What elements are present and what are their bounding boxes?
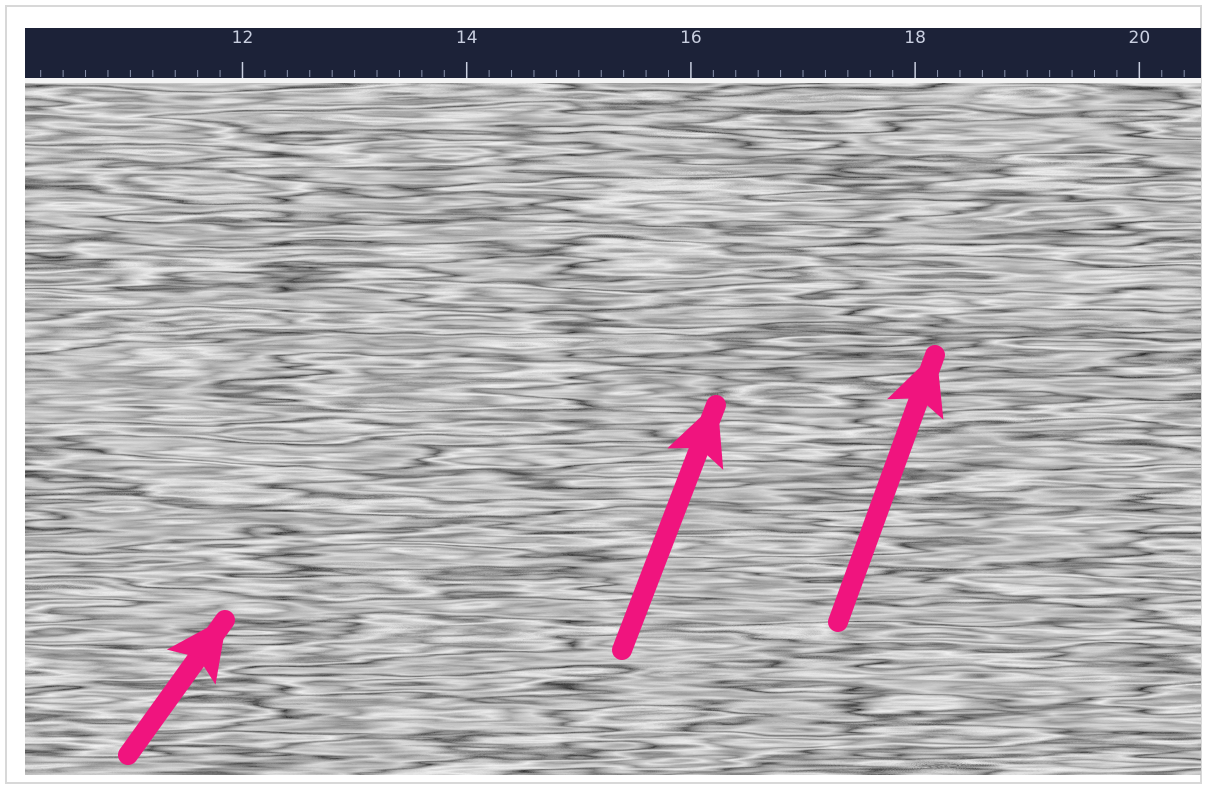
screenshot: 12 14 16 18 20 (0, 0, 1207, 789)
page: {"ruler": {"xlim": [10.06, 20.55], "tick… (0, 0, 1207, 789)
ruler (25, 28, 1201, 78)
tick-label: 14 (456, 28, 478, 48)
radargram (25, 78, 1201, 775)
tick-label: 12 (232, 28, 254, 48)
surface-line (25, 78, 1201, 83)
tick-label: 20 (1129, 28, 1151, 48)
tick-label: 16 (680, 28, 702, 48)
tick-label: 18 (904, 28, 926, 48)
